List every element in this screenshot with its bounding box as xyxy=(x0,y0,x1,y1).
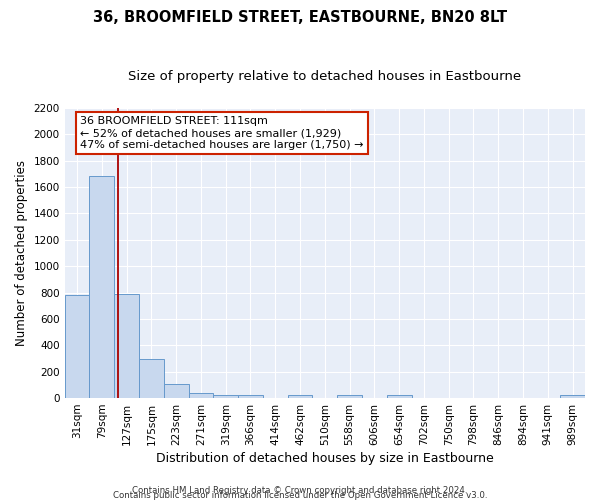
Bar xyxy=(188,394,214,398)
Bar xyxy=(114,294,139,398)
Y-axis label: Number of detached properties: Number of detached properties xyxy=(15,160,28,346)
Bar xyxy=(139,359,164,398)
Title: Size of property relative to detached houses in Eastbourne: Size of property relative to detached ho… xyxy=(128,70,521,83)
Bar xyxy=(337,396,362,398)
Bar xyxy=(214,395,238,398)
Text: Contains public sector information licensed under the Open Government Licence v3: Contains public sector information licen… xyxy=(113,491,487,500)
X-axis label: Distribution of detached houses by size in Eastbourne: Distribution of detached houses by size … xyxy=(156,452,494,465)
Bar xyxy=(65,295,89,398)
Bar xyxy=(287,396,313,398)
Bar xyxy=(164,384,188,398)
Bar xyxy=(238,395,263,398)
Bar xyxy=(560,396,585,398)
Text: 36, BROOMFIELD STREET, EASTBOURNE, BN20 8LT: 36, BROOMFIELD STREET, EASTBOURNE, BN20 … xyxy=(93,10,507,25)
Bar xyxy=(89,176,114,398)
Text: 36 BROOMFIELD STREET: 111sqm
← 52% of detached houses are smaller (1,929)
47% of: 36 BROOMFIELD STREET: 111sqm ← 52% of de… xyxy=(80,116,364,150)
Bar xyxy=(387,396,412,398)
Text: Contains HM Land Registry data © Crown copyright and database right 2024.: Contains HM Land Registry data © Crown c… xyxy=(132,486,468,495)
